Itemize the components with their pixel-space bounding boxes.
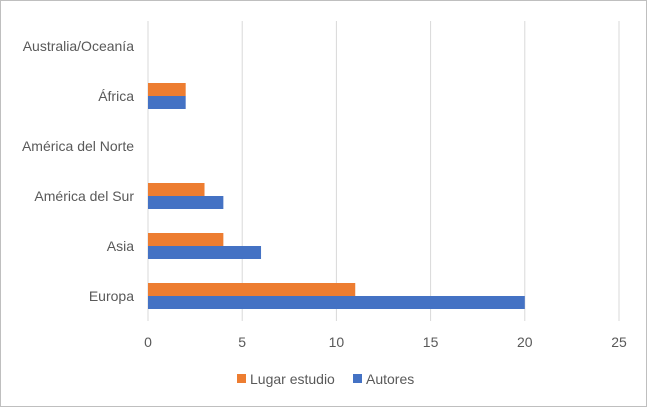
bar-lugar-estudio-1 [148,83,186,96]
bar-autores-3 [148,196,224,209]
legend-swatch-lugar-estudio [237,374,246,383]
bar-lugar-estudio-3 [148,183,205,196]
bar-lugar-estudio-5 [148,283,356,296]
bar-autores-5 [148,296,525,309]
legend-swatch-autores [353,374,362,383]
category-labels: Australia/Oceanía África América del Norte… [22,38,134,304]
x-tick-label: 20 [517,334,533,350]
legend-label-autores: Autores [366,371,414,387]
x-tick-labels: 0 5 10 15 20 25 [144,334,627,350]
bar-autores-4 [148,246,262,259]
bar-lugar-estudio-4 [148,233,224,246]
legend-label-lugar-estudio: Lugar estudio [250,371,335,387]
x-tick-label: 15 [423,334,439,350]
x-tick-label: 0 [144,334,152,350]
x-tick-label: 25 [611,334,627,350]
category-label: Asia [107,238,134,254]
category-label: América del Norte [22,138,134,154]
x-tick-label: 10 [329,334,345,350]
category-label: Australia/Oceanía [23,38,134,54]
category-label: África [98,88,134,104]
legend: Lugar estudio Autores [237,371,414,387]
x-tick-label: 5 [238,334,246,350]
category-label: América del Sur [34,188,134,204]
gridlines [147,21,620,321]
bars [148,83,525,309]
bar-autores-1 [148,96,186,109]
category-label: Europa [89,288,134,304]
